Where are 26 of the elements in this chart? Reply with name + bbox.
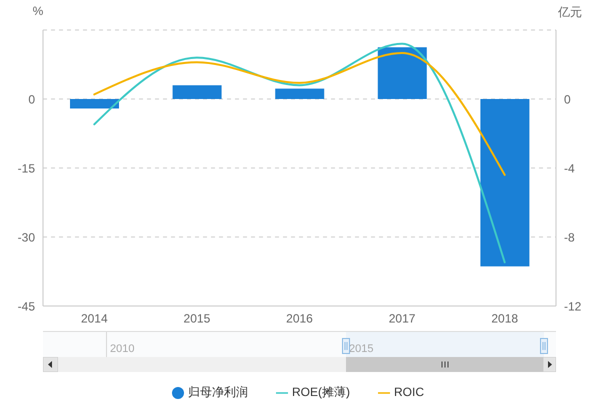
line-series	[93, 52, 506, 176]
bar	[480, 99, 530, 266]
y2-tick-label: 0	[564, 92, 571, 106]
legend-label: 归母净利润	[188, 385, 248, 399]
y-tick-label: -45	[18, 299, 36, 314]
y2-tick-label: -8	[564, 230, 575, 244]
x-tick-label: 2016	[286, 312, 314, 326]
legend-label: ROIC	[394, 385, 424, 399]
y-tick-label: -30	[18, 230, 36, 244]
x-tick-label: 2015	[184, 312, 211, 326]
bar	[70, 99, 119, 108]
x-tick-label: 2014	[80, 312, 108, 326]
y-tick-label: -15	[18, 161, 36, 176]
y2-tick-label: -12	[564, 299, 582, 314]
x-tick-label: 2018	[491, 312, 518, 326]
bar	[275, 88, 324, 99]
y-axis-title: %	[32, 4, 44, 18]
bar	[172, 85, 222, 99]
y2-tick-label: -4	[564, 161, 575, 176]
line-series	[93, 42, 506, 264]
range-slider: 2010 2015	[43, 331, 556, 372]
x-tick-label: 2017	[388, 312, 416, 326]
y2-axis-title: 亿元	[557, 4, 583, 21]
bar	[378, 47, 427, 99]
y-tick-label: 0	[28, 92, 36, 106]
legend-label: ROE(摊薄)	[292, 385, 350, 399]
